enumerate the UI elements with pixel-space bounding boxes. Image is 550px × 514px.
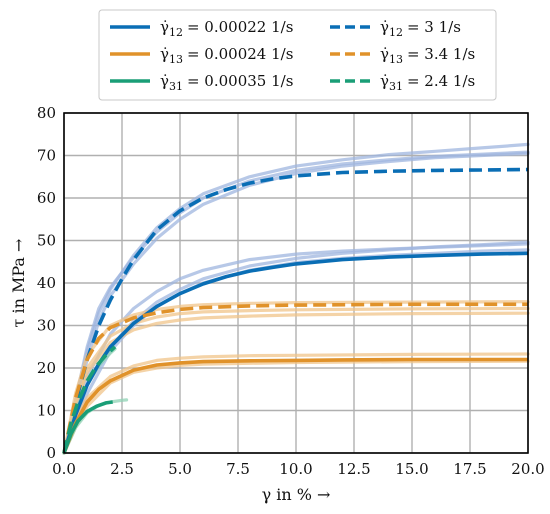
fitted-curves [62,167,529,454]
series-line [62,251,529,454]
legend-label: γ̇31 = 2.4 1/s [380,72,475,93]
grid-lines [63,112,529,454]
y-tick-label: 80 [37,104,56,122]
series-line [62,345,117,454]
y-axis-label: τ in MPa → [9,239,28,328]
legend-label: γ̇13 = 0.00024 1/s [160,45,293,66]
x-tick-label: 0.0 [52,460,76,478]
raw-data-curve [62,352,530,455]
x-tick-labels: 0.0 2.5 5.0 7.5 10.0 12.5 15.0 17.5 20.0 [52,460,545,478]
x-tick-label: 12.5 [337,460,370,478]
y-tick-labels: 0 10 20 30 40 50 60 70 80 [37,104,56,462]
raw-data-curve [62,359,530,455]
y-tick-label: 20 [37,359,56,377]
y-tick-label: 60 [37,189,56,207]
y-tick-label: 50 [37,232,56,250]
legend-box [98,9,497,101]
x-tick-label: 10.0 [279,460,312,478]
raw-data-curve [62,306,530,455]
series-line [62,357,528,454]
raw-data-curve [62,142,530,455]
y-tick-label: 70 [37,147,56,165]
legend-label: γ̇13 = 3.4 1/s [380,45,475,66]
raw-data-curve [62,300,530,455]
legend: γ̇12 = 0.00022 1/s γ̇13 = 0.00024 1/s γ̇31 = … [98,9,497,101]
x-tick-label: 20.0 [511,460,544,478]
x-tick-label: 15.0 [395,460,428,478]
y-tick-label: 0 [46,444,56,462]
y-tick-label: 10 [37,402,56,420]
legend-label: γ̇12 = 3 1/s [380,18,461,39]
series-line [62,302,528,454]
plot-frame [63,112,529,454]
x-tick-label: 5.0 [168,460,192,478]
x-tick-label: 7.5 [226,460,250,478]
x-tick-label: 2.5 [110,460,134,478]
y-tick-label: 40 [37,274,56,292]
y-tick-label: 30 [37,317,56,335]
x-tick-label: 17.5 [453,460,486,478]
x-axis-label: γ in % → [262,485,331,504]
legend-label: γ̇31 = 0.00035 1/s [160,72,293,93]
series-line [62,400,113,454]
legend-label: γ̇12 = 0.00022 1/s [160,18,293,39]
